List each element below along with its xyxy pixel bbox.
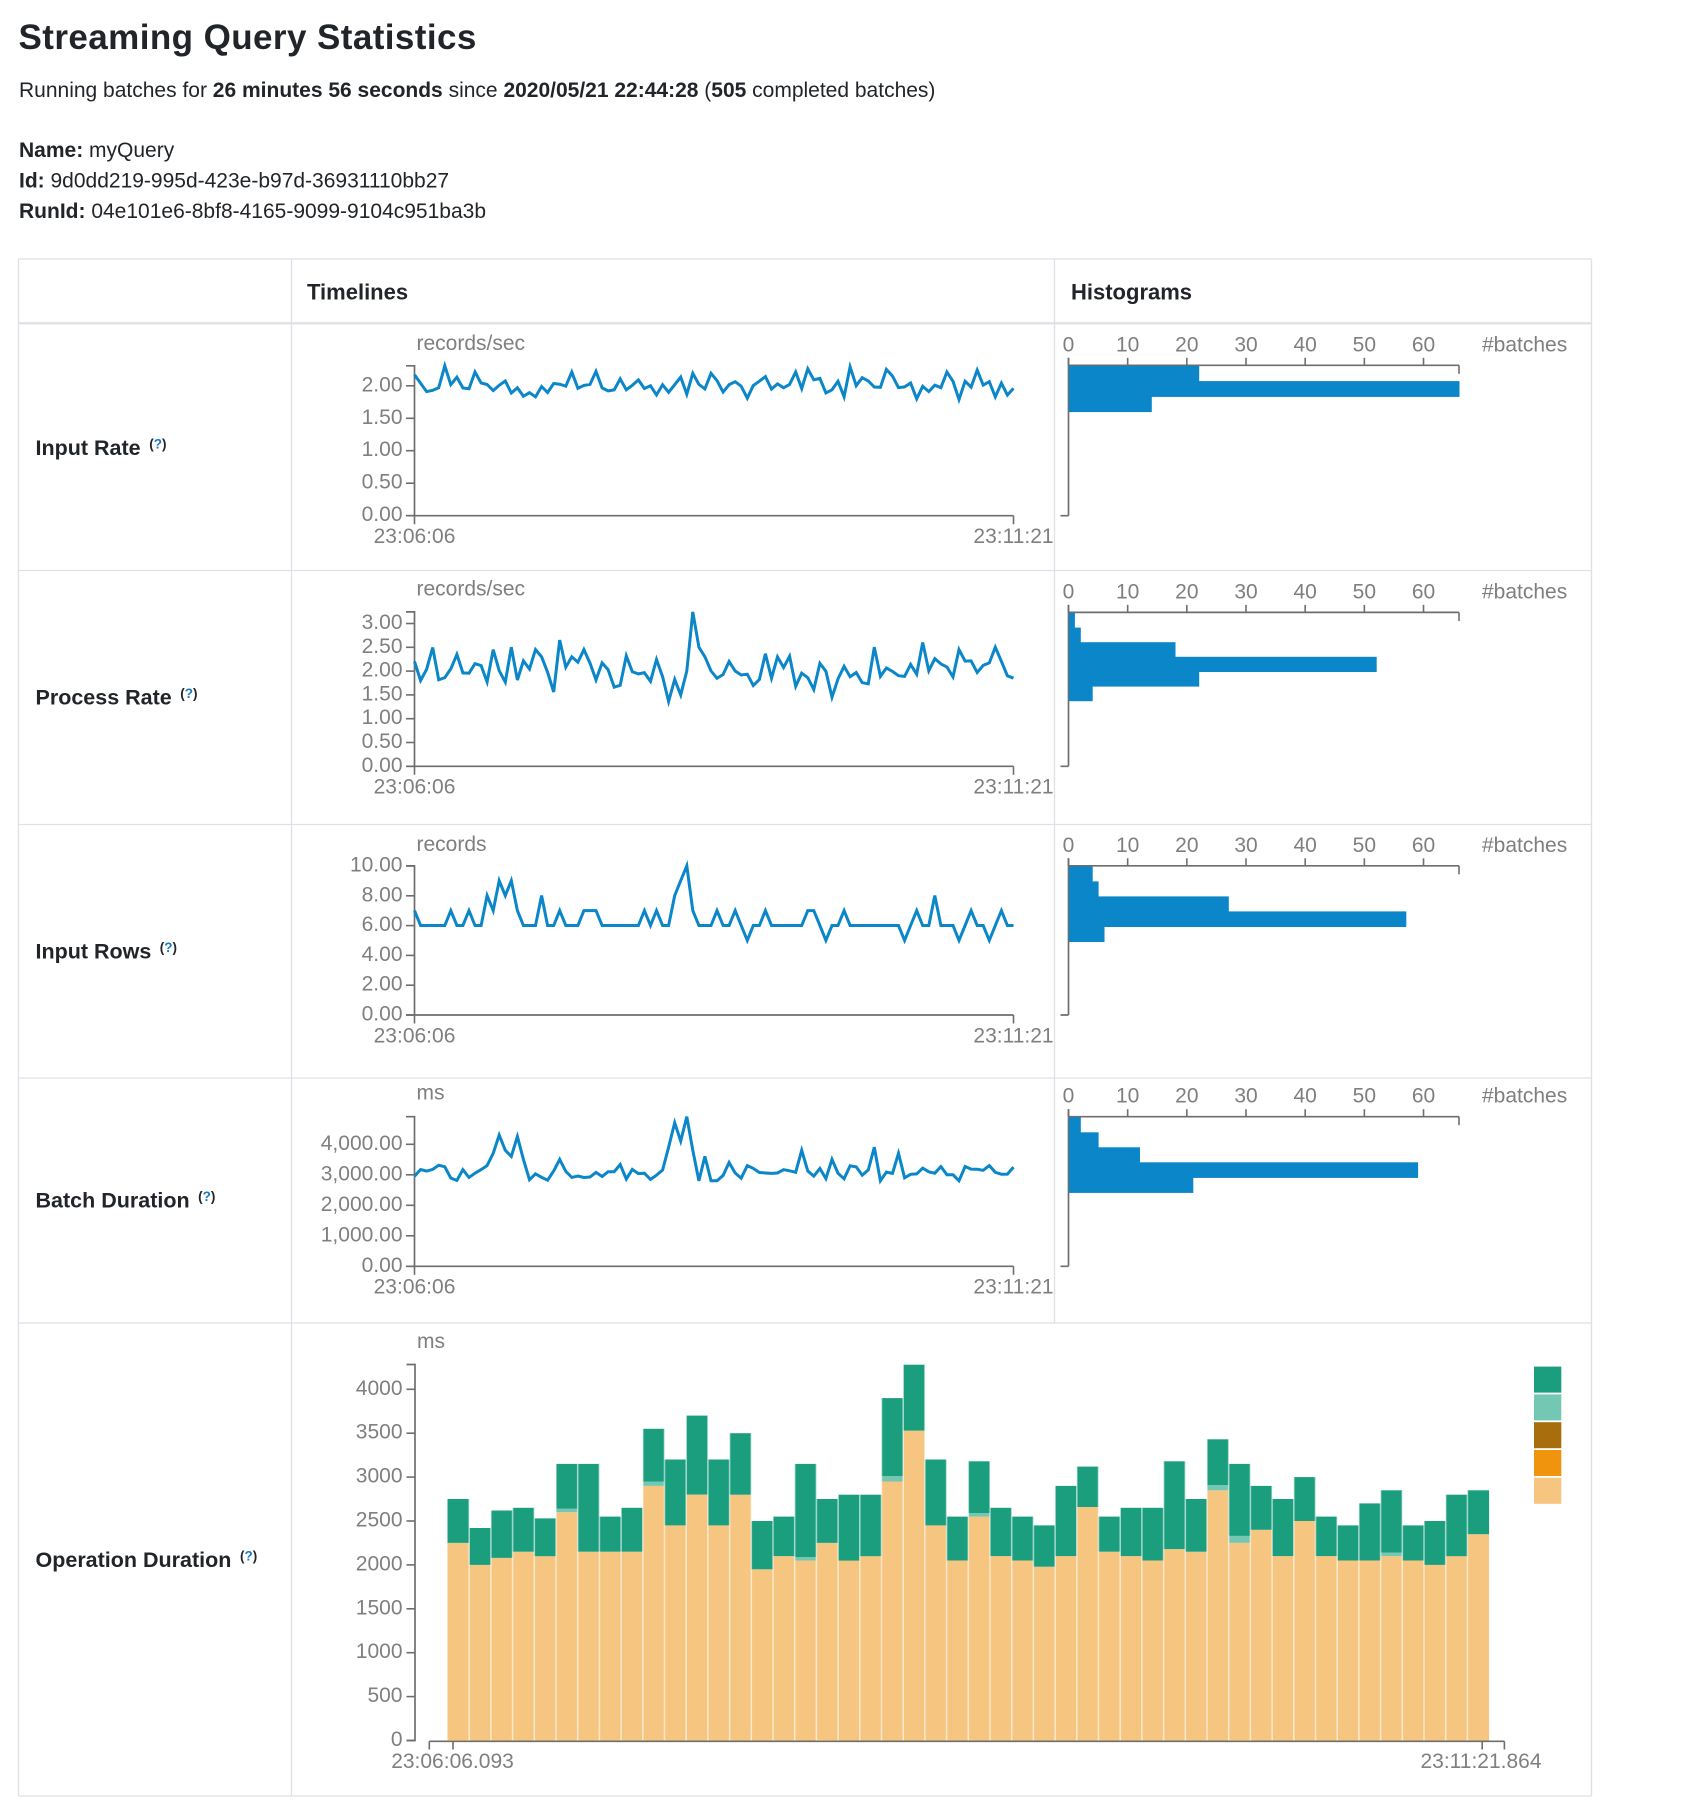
svg-text:23:06:06: 23:06:06 bbox=[374, 776, 456, 799]
svg-text:3500: 3500 bbox=[356, 1421, 403, 1444]
svg-text:records: records bbox=[417, 833, 487, 856]
svg-text:#batches: #batches bbox=[1482, 1085, 1567, 1108]
svg-text:40: 40 bbox=[1294, 834, 1317, 857]
svg-text:Process Rate: Process Rate bbox=[36, 686, 172, 710]
svg-text:23:11:21: 23:11:21 bbox=[973, 1276, 1053, 1299]
svg-text:20: 20 bbox=[1175, 1085, 1198, 1108]
svg-text:1500: 1500 bbox=[356, 1596, 403, 1619]
svg-text:ms: ms bbox=[417, 1082, 445, 1105]
svg-text:0: 0 bbox=[1063, 580, 1075, 603]
svg-text:23:11:21: 23:11:21 bbox=[973, 1024, 1053, 1047]
svg-text:#batches: #batches bbox=[1482, 580, 1567, 603]
svg-text:(?): (?) bbox=[180, 686, 197, 701]
svg-text:0.50: 0.50 bbox=[362, 730, 403, 753]
svg-text:10: 10 bbox=[1116, 1085, 1139, 1108]
svg-text:Input Rows: Input Rows bbox=[36, 940, 152, 964]
svg-text:records/sec: records/sec bbox=[417, 578, 526, 601]
svg-text:2500: 2500 bbox=[356, 1509, 403, 1532]
svg-text:1.00: 1.00 bbox=[362, 438, 403, 461]
svg-text:0: 0 bbox=[1063, 834, 1075, 857]
svg-text:Streaming Query Statistics: Streaming Query Statistics bbox=[19, 18, 477, 57]
svg-text:60: 60 bbox=[1412, 1085, 1435, 1108]
svg-text:Running batches for 26 minutes: Running batches for 26 minutes 56 second… bbox=[19, 79, 935, 102]
svg-text:Histograms: Histograms bbox=[1071, 280, 1192, 305]
svg-text:10: 10 bbox=[1116, 834, 1139, 857]
svg-text:1.00: 1.00 bbox=[362, 706, 403, 729]
svg-text:0.00: 0.00 bbox=[362, 1003, 403, 1026]
svg-text:0: 0 bbox=[1063, 1085, 1075, 1108]
svg-text:23:11:21: 23:11:21 bbox=[973, 776, 1053, 799]
svg-text:2.50: 2.50 bbox=[362, 635, 403, 658]
svg-text:0: 0 bbox=[1063, 333, 1075, 356]
svg-text:4000: 4000 bbox=[356, 1377, 403, 1400]
svg-text:Operation Duration: Operation Duration bbox=[36, 1548, 232, 1572]
svg-text:23:11:21.864: 23:11:21.864 bbox=[1420, 1750, 1541, 1773]
svg-text:23:06:06: 23:06:06 bbox=[374, 1276, 456, 1299]
svg-text:1000: 1000 bbox=[356, 1640, 403, 1663]
svg-text:(?): (?) bbox=[240, 1549, 257, 1564]
svg-text:40: 40 bbox=[1294, 1085, 1317, 1108]
svg-text:#batches: #batches bbox=[1482, 333, 1567, 356]
svg-text:30: 30 bbox=[1234, 1085, 1257, 1108]
svg-text:(?): (?) bbox=[149, 437, 166, 452]
svg-text:1.50: 1.50 bbox=[362, 682, 403, 705]
svg-text:23:06:06: 23:06:06 bbox=[374, 1024, 456, 1047]
svg-text:50: 50 bbox=[1353, 580, 1376, 603]
svg-text:1,000.00: 1,000.00 bbox=[321, 1223, 403, 1246]
svg-text:3000: 3000 bbox=[356, 1465, 403, 1488]
svg-text:10.00: 10.00 bbox=[350, 854, 403, 877]
svg-text:60: 60 bbox=[1412, 333, 1435, 356]
svg-text:#batches: #batches bbox=[1482, 834, 1567, 857]
svg-text:500: 500 bbox=[367, 1684, 402, 1707]
svg-text:50: 50 bbox=[1353, 834, 1376, 857]
svg-text:30: 30 bbox=[1234, 333, 1257, 356]
svg-text:0.00: 0.00 bbox=[362, 1254, 403, 1277]
svg-text:23:06:06.093: 23:06:06.093 bbox=[391, 1750, 514, 1773]
svg-text:23:11:21: 23:11:21 bbox=[973, 525, 1053, 548]
svg-text:2000: 2000 bbox=[356, 1552, 403, 1575]
svg-text:20: 20 bbox=[1175, 834, 1198, 857]
svg-text:0.00: 0.00 bbox=[362, 754, 403, 777]
svg-text:20: 20 bbox=[1175, 580, 1198, 603]
svg-text:Timelines: Timelines bbox=[307, 280, 408, 305]
svg-text:ms: ms bbox=[417, 1330, 445, 1353]
svg-text:Id: 9d0dd219-995d-423e-b97d-36: Id: 9d0dd219-995d-423e-b97d-36931110bb27 bbox=[19, 170, 449, 193]
svg-text:RunId: 04e101e6-8bf8-4165-9099: RunId: 04e101e6-8bf8-4165-9099-9104c951b… bbox=[19, 200, 486, 223]
svg-text:30: 30 bbox=[1234, 580, 1257, 603]
svg-text:records/sec: records/sec bbox=[417, 332, 526, 355]
svg-text:1.50: 1.50 bbox=[362, 406, 403, 429]
svg-text:6.00: 6.00 bbox=[362, 913, 403, 936]
svg-text:3.00: 3.00 bbox=[362, 611, 403, 634]
svg-text:50: 50 bbox=[1353, 1085, 1376, 1108]
svg-text:Input Rate: Input Rate bbox=[36, 436, 141, 460]
svg-text:60: 60 bbox=[1412, 580, 1435, 603]
svg-text:30: 30 bbox=[1234, 834, 1257, 857]
svg-text:2,000.00: 2,000.00 bbox=[321, 1193, 403, 1216]
svg-text:40: 40 bbox=[1294, 580, 1317, 603]
svg-text:2.00: 2.00 bbox=[362, 373, 403, 396]
svg-text:3,000.00: 3,000.00 bbox=[321, 1162, 403, 1185]
svg-text:40: 40 bbox=[1294, 333, 1317, 356]
svg-text:0.50: 0.50 bbox=[362, 471, 403, 494]
svg-text:0: 0 bbox=[391, 1728, 403, 1751]
svg-text:Name: myQuery: Name: myQuery bbox=[19, 139, 175, 162]
svg-text:4.00: 4.00 bbox=[362, 943, 403, 966]
svg-text:8.00: 8.00 bbox=[362, 883, 403, 906]
svg-text:50: 50 bbox=[1353, 333, 1376, 356]
svg-text:0.00: 0.00 bbox=[362, 503, 403, 526]
svg-text:4,000.00: 4,000.00 bbox=[321, 1132, 403, 1155]
svg-text:(?): (?) bbox=[198, 1189, 215, 1204]
svg-text:10: 10 bbox=[1116, 333, 1139, 356]
svg-text:Batch Duration: Batch Duration bbox=[36, 1189, 190, 1213]
svg-text:23:06:06: 23:06:06 bbox=[374, 525, 456, 548]
svg-text:2.00: 2.00 bbox=[362, 973, 403, 996]
svg-text:(?): (?) bbox=[160, 940, 177, 955]
svg-text:20: 20 bbox=[1175, 333, 1198, 356]
svg-text:10: 10 bbox=[1116, 580, 1139, 603]
svg-text:2.00: 2.00 bbox=[362, 659, 403, 682]
svg-text:60: 60 bbox=[1412, 834, 1435, 857]
